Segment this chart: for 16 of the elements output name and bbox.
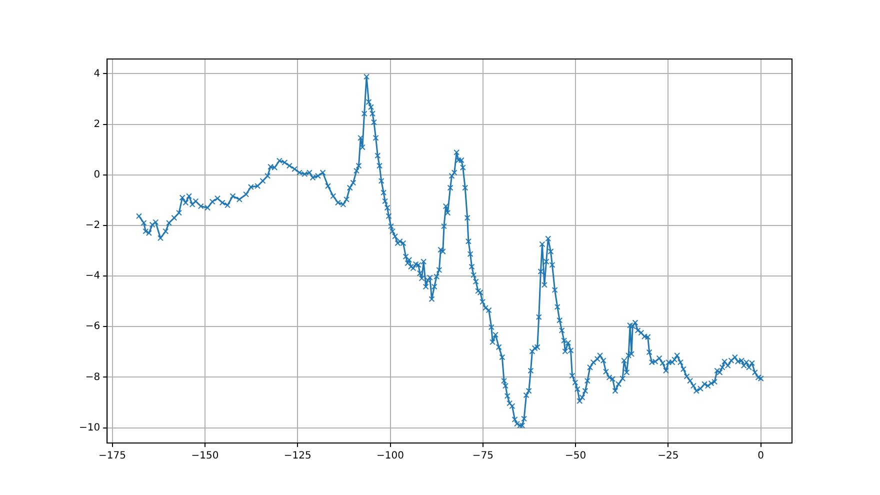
x-tick-label: −175 xyxy=(98,450,126,462)
y-tick-label: −6 xyxy=(85,321,100,332)
y-tick-label: −4 xyxy=(85,270,100,282)
x-tick-label: −125 xyxy=(284,450,312,462)
x-tick-label: 0 xyxy=(758,450,764,462)
x-tick-label: −25 xyxy=(658,450,679,462)
x-tick-label: −75 xyxy=(472,450,494,462)
x-tick-label: −100 xyxy=(376,450,404,462)
x-tick-label: −50 xyxy=(565,450,586,462)
y-tick-label: −2 xyxy=(85,220,100,232)
y-tick-label: 4 xyxy=(94,68,100,80)
y-tick-label: −8 xyxy=(85,372,100,383)
y-tick-label: −10 xyxy=(78,422,100,434)
y-tick-label: 0 xyxy=(94,169,100,180)
y-tick-label: 2 xyxy=(94,118,100,130)
x-tick-label: −150 xyxy=(191,450,219,462)
